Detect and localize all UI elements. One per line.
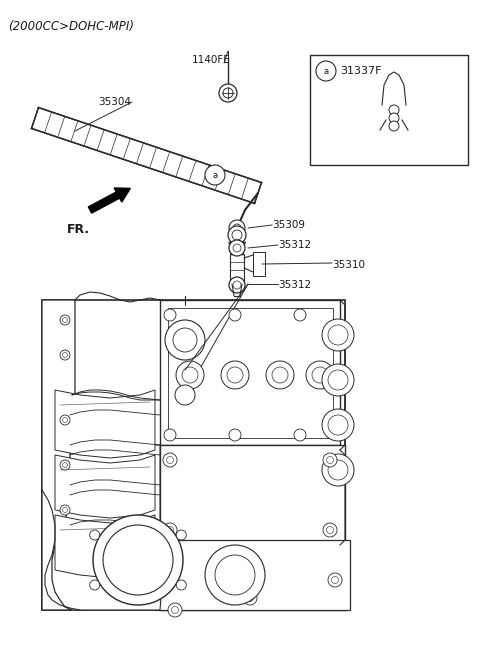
Circle shape	[60, 315, 70, 325]
Text: FR.: FR.	[67, 223, 90, 236]
Circle shape	[322, 454, 354, 486]
Bar	[168, 308, 333, 438]
Circle shape	[62, 352, 68, 358]
Bar	[42, 300, 345, 610]
Circle shape	[326, 527, 334, 534]
Text: 35312: 35312	[278, 240, 311, 250]
Circle shape	[247, 595, 253, 601]
Polygon shape	[42, 445, 162, 610]
Circle shape	[232, 230, 242, 240]
Circle shape	[60, 505, 70, 515]
Circle shape	[233, 244, 241, 252]
Circle shape	[323, 523, 337, 537]
Circle shape	[322, 319, 354, 351]
Circle shape	[62, 417, 68, 422]
Circle shape	[229, 309, 241, 321]
Bar	[160, 300, 340, 445]
Circle shape	[328, 573, 342, 587]
Circle shape	[229, 220, 245, 236]
Circle shape	[205, 545, 265, 605]
Circle shape	[389, 121, 399, 131]
Text: a: a	[213, 170, 217, 179]
Circle shape	[229, 429, 241, 441]
Polygon shape	[42, 300, 75, 610]
Circle shape	[103, 525, 173, 595]
Circle shape	[167, 527, 173, 534]
Text: 35309: 35309	[272, 220, 305, 230]
Circle shape	[227, 367, 243, 383]
Circle shape	[60, 415, 70, 425]
Circle shape	[205, 165, 225, 185]
Circle shape	[219, 84, 237, 102]
Bar	[160, 445, 345, 610]
Circle shape	[90, 530, 100, 540]
Circle shape	[312, 367, 328, 383]
Circle shape	[163, 523, 177, 537]
Text: a: a	[324, 67, 329, 75]
Circle shape	[243, 591, 257, 605]
Circle shape	[389, 113, 399, 123]
Bar	[253, 252, 265, 276]
Circle shape	[328, 415, 348, 435]
Text: 1140FE: 1140FE	[192, 55, 231, 65]
Circle shape	[323, 453, 337, 467]
Text: (2000CC>DOHC-MPI): (2000CC>DOHC-MPI)	[8, 20, 134, 33]
Text: 31337F: 31337F	[340, 66, 382, 76]
Circle shape	[165, 320, 205, 360]
Circle shape	[229, 277, 245, 293]
Circle shape	[90, 580, 100, 590]
Circle shape	[164, 429, 176, 441]
Text: 35304: 35304	[98, 97, 131, 107]
Circle shape	[228, 226, 246, 244]
Circle shape	[266, 361, 294, 389]
Circle shape	[322, 409, 354, 441]
Circle shape	[229, 240, 245, 256]
Bar	[230, 254, 244, 284]
Circle shape	[167, 457, 173, 464]
Text: 35310: 35310	[332, 260, 365, 270]
Polygon shape	[32, 107, 262, 204]
Circle shape	[176, 361, 204, 389]
Circle shape	[233, 224, 241, 232]
Circle shape	[306, 361, 334, 389]
Circle shape	[175, 385, 195, 405]
Circle shape	[294, 429, 306, 441]
Circle shape	[233, 281, 241, 289]
Circle shape	[176, 530, 186, 540]
Circle shape	[316, 61, 336, 81]
Circle shape	[62, 508, 68, 512]
Circle shape	[332, 576, 338, 584]
Circle shape	[60, 460, 70, 470]
Circle shape	[168, 603, 182, 617]
Circle shape	[389, 105, 399, 115]
Polygon shape	[55, 515, 155, 578]
Circle shape	[215, 555, 255, 595]
Circle shape	[60, 350, 70, 360]
Circle shape	[328, 325, 348, 345]
Circle shape	[223, 88, 233, 98]
Circle shape	[326, 457, 334, 464]
Circle shape	[176, 580, 186, 590]
Circle shape	[272, 367, 288, 383]
Polygon shape	[55, 455, 155, 518]
Circle shape	[62, 462, 68, 468]
Circle shape	[163, 453, 177, 467]
Circle shape	[173, 328, 197, 352]
Circle shape	[171, 607, 179, 614]
Circle shape	[328, 460, 348, 480]
Circle shape	[322, 364, 354, 396]
Polygon shape	[42, 382, 72, 610]
Bar	[155, 540, 350, 610]
Circle shape	[294, 309, 306, 321]
Circle shape	[182, 367, 198, 383]
Circle shape	[93, 515, 183, 605]
Circle shape	[221, 361, 249, 389]
Circle shape	[328, 370, 348, 390]
Text: 35312: 35312	[278, 280, 311, 290]
Bar	[310, 55, 468, 165]
Circle shape	[164, 309, 176, 321]
Circle shape	[62, 318, 68, 322]
FancyArrow shape	[88, 188, 131, 213]
Polygon shape	[55, 390, 155, 458]
